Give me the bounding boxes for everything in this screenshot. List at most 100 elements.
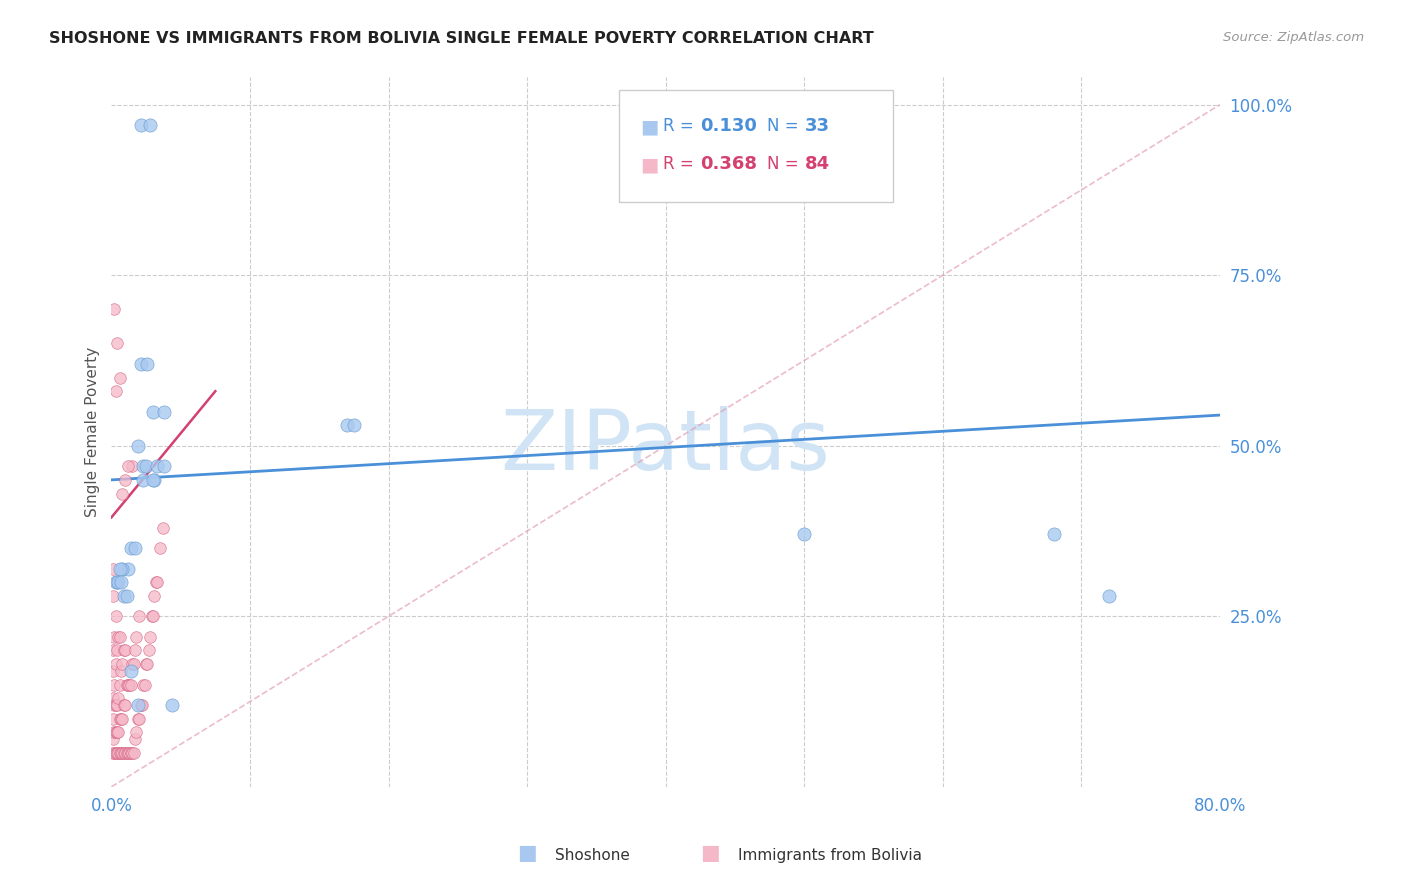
Point (115, 746, 138, 760)
Point (114, 746, 136, 760)
Point (139, 630, 162, 644)
Point (114, 643, 136, 657)
Point (115, 677, 138, 691)
Y-axis label: Single Female Poverty: Single Female Poverty (86, 347, 100, 517)
Point (124, 643, 146, 657)
Text: 0.368: 0.368 (700, 155, 758, 173)
Text: R =: R = (662, 155, 699, 173)
Point (104, 384, 127, 399)
Point (104, 746, 127, 760)
Point (128, 712, 150, 726)
Text: 33: 33 (804, 117, 830, 135)
Point (117, 561, 139, 575)
Point (118, 746, 141, 760)
Point (110, 746, 132, 760)
Point (105, 643, 128, 657)
Point (129, 118, 152, 132)
Point (117, 459, 139, 474)
Point (107, 575, 129, 590)
Point (112, 698, 135, 712)
Point (122, 657, 145, 671)
Point (793, 527, 815, 541)
Point (104, 725, 127, 739)
Text: ■: ■ (700, 844, 720, 863)
Point (110, 712, 132, 726)
Point (108, 746, 131, 760)
Point (153, 405, 176, 419)
Point (141, 609, 163, 624)
Point (153, 459, 176, 474)
Point (111, 746, 134, 760)
Point (142, 609, 165, 624)
Point (107, 691, 129, 706)
Text: ■: ■ (640, 117, 658, 136)
Point (114, 473, 136, 487)
Point (131, 698, 153, 712)
Point (112, 643, 135, 657)
Point (108, 677, 131, 691)
Point (118, 677, 141, 691)
Point (125, 725, 148, 739)
Point (104, 609, 127, 624)
Point (115, 589, 138, 603)
Point (129, 357, 152, 371)
Point (111, 657, 134, 671)
Point (101, 691, 124, 706)
Point (132, 473, 155, 487)
Point (120, 746, 142, 760)
Text: Shoshone: Shoshone (555, 848, 630, 863)
Point (135, 657, 157, 671)
Point (111, 561, 134, 575)
Point (114, 698, 136, 712)
Point (105, 336, 128, 351)
Point (108, 561, 131, 575)
Text: N =: N = (766, 155, 803, 173)
Point (121, 746, 143, 760)
Point (103, 746, 125, 760)
Point (110, 575, 132, 590)
Point (107, 746, 129, 760)
Text: ■: ■ (640, 155, 658, 175)
Point (117, 677, 139, 691)
Point (145, 575, 167, 590)
Point (1098, 589, 1121, 603)
Point (108, 630, 131, 644)
Point (127, 439, 149, 453)
Point (101, 561, 124, 575)
Point (1042, 527, 1064, 541)
Point (124, 541, 146, 555)
Point (124, 732, 146, 747)
Point (101, 643, 124, 657)
Point (120, 664, 142, 678)
Point (146, 459, 169, 474)
Point (139, 118, 162, 132)
Point (105, 725, 128, 739)
Point (146, 575, 169, 590)
Point (343, 418, 366, 433)
Point (120, 677, 142, 691)
Point (101, 712, 124, 726)
Point (125, 630, 148, 644)
Point (103, 630, 125, 644)
Point (104, 575, 127, 590)
Point (162, 698, 184, 712)
Point (107, 725, 129, 739)
Text: 0.130: 0.130 (700, 117, 758, 135)
Point (103, 698, 125, 712)
Point (103, 302, 125, 317)
Point (117, 746, 139, 760)
Text: SHOSHONE VS IMMIGRANTS FROM BOLIVIA SINGLE FEMALE POVERTY CORRELATION CHART: SHOSHONE VS IMMIGRANTS FROM BOLIVIA SING… (49, 31, 875, 46)
Point (128, 609, 150, 624)
Point (132, 459, 155, 474)
Point (103, 677, 125, 691)
Point (336, 418, 359, 433)
Point (134, 677, 156, 691)
Point (112, 746, 135, 760)
Text: R =: R = (662, 117, 699, 135)
Text: ZIPatlas: ZIPatlas (501, 406, 831, 487)
Point (121, 657, 143, 671)
Point (152, 521, 174, 535)
Point (129, 698, 152, 712)
Text: N =: N = (766, 117, 803, 135)
Point (107, 630, 129, 644)
